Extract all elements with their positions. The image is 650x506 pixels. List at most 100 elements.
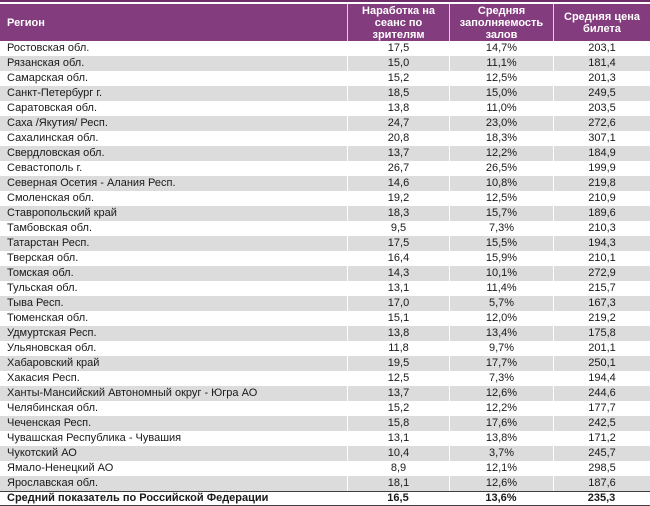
- cell-region: Тыва Респ.: [7, 297, 64, 309]
- table-row: Хакасия Респ. 12,5 7,3% 194,4: [0, 371, 650, 386]
- cell-price: 210,9: [553, 191, 650, 206]
- cell-region: Смоленская обл.: [7, 192, 95, 204]
- cell-occupancy: 23,0%: [449, 116, 553, 131]
- cell-occupancy: 12,2%: [449, 401, 553, 416]
- cell-region: Северная Осетия - Алания Респ.: [7, 177, 176, 189]
- cell-occupancy: 10,8%: [449, 176, 553, 191]
- cell-sessions: 15,8: [347, 416, 449, 431]
- cell-region: Чеченская Респ.: [7, 417, 92, 429]
- table-row: Чувашская Республика - Чувашия 13,1 13,8% 1…: [0, 431, 650, 446]
- cell-sessions: 8,9: [347, 461, 449, 476]
- cell-region: Удмуртская Респ.: [7, 327, 97, 339]
- cell-sessions: 10,4: [347, 446, 449, 461]
- column-header-region: Регион: [7, 16, 45, 29]
- cell-price: 219,2: [553, 311, 650, 326]
- cell-sessions: 11,8: [347, 341, 449, 356]
- cell-region: Ярославская обл.: [7, 477, 99, 489]
- cell-price: 199,9: [553, 161, 650, 176]
- cell-occupancy: 18,3%: [449, 131, 553, 146]
- cell-occupancy: 15,5%: [449, 236, 553, 251]
- cell-price: 244,6: [553, 386, 650, 401]
- cell-region: Свердловская обл.: [7, 147, 105, 159]
- cell-region: Тюменская обл.: [7, 312, 89, 324]
- cell-sessions: 18,5: [347, 86, 449, 101]
- cell-occupancy: 17,7%: [449, 356, 553, 371]
- cell-region: Сахалинская обл.: [7, 132, 99, 144]
- cell-occupancy: 12,5%: [449, 191, 553, 206]
- cell-occupancy: 5,7%: [449, 296, 553, 311]
- cell-price: 194,3: [553, 236, 650, 251]
- cell-price: 250,1: [553, 356, 650, 371]
- cell-sessions: 16,4: [347, 251, 449, 266]
- table-row: Ханты-Мансийский Автономный округ - Югра…: [0, 386, 650, 401]
- cell-region: Ставропольский край: [7, 207, 117, 219]
- cell-region: Чувашская Республика - Чувашия: [7, 432, 182, 444]
- cell-sessions: 9,5: [347, 221, 449, 236]
- table-row: Севастополь г. 26,7 26,5% 199,9: [0, 161, 650, 176]
- cell-sessions: 18,3: [347, 206, 449, 221]
- cell-occupancy: 10,1%: [449, 266, 553, 281]
- cell-price: 177,7: [553, 401, 650, 416]
- cell-sessions: 20,8: [347, 131, 449, 146]
- cell-price: 203,1: [553, 41, 650, 56]
- cell-price: 189,6: [553, 206, 650, 221]
- table-row: Самарская обл. 15,2 12,5% 201,3: [0, 71, 650, 86]
- cell-price: 272,9: [553, 266, 650, 281]
- cell-price: 171,2: [553, 431, 650, 446]
- cell-sessions: 13,8: [347, 326, 449, 341]
- cell-sessions: 14,3: [347, 266, 449, 281]
- cell-sessions: 13,1: [347, 431, 449, 446]
- cell-region: Хабаровский край: [7, 357, 100, 369]
- column-header-sessions-per-viewer: Наработка на сеанс по зрителям: [347, 4, 449, 41]
- cell-occupancy: 15,0%: [449, 86, 553, 101]
- table-row: Чукотский АО 10,4 3,7% 245,7: [0, 446, 650, 461]
- cell-sessions: 14,6: [347, 176, 449, 191]
- cell-price: 210,3: [553, 221, 650, 236]
- table-row: Томская обл. 14,3 10,1% 272,9: [0, 266, 650, 281]
- table-top-gap: [0, 2, 650, 4]
- cell-occupancy: 12,0%: [449, 311, 553, 326]
- total-occupancy-value: 13,6%: [485, 492, 517, 504]
- cell-occupancy: 15,7%: [449, 206, 553, 221]
- cell-occupancy: 12,6%: [449, 386, 553, 401]
- cell-occupancy: 17,6%: [449, 416, 553, 431]
- cell-region: Ульяновская обл.: [7, 342, 97, 354]
- column-header-occupancy: Средняя заполняемость залов: [449, 4, 553, 41]
- cell-occupancy: 12,2%: [449, 146, 553, 161]
- table-row: Смоленская обл. 19,2 12,5% 210,9: [0, 191, 650, 206]
- table-row: Саратовская обл. 13,8 11,0% 203,5: [0, 101, 650, 116]
- table-row: Ямало-Ненецкий АО 8,9 12,1% 298,5: [0, 461, 650, 476]
- table-total-row: Средний показатель по Российской Федерац…: [0, 491, 650, 506]
- cell-price: 201,3: [553, 71, 650, 86]
- cell-price: 210,1: [553, 251, 650, 266]
- total-price-value: 235,3: [587, 492, 616, 504]
- table-row: Сахалинская обл. 20,8 18,3% 307,1: [0, 131, 650, 146]
- table-row: Саха /Якутия/ Респ. 24,7 23,0% 272,6: [0, 116, 650, 131]
- cell-occupancy: 13,8%: [449, 431, 553, 446]
- table-row: Тульская обл. 13,1 11,4% 215,7: [0, 281, 650, 296]
- table-row: Северная Осетия - Алания Респ. 14,6 10,8% 2…: [0, 176, 650, 191]
- cell-region: Чукотский АО: [7, 447, 77, 459]
- cell-occupancy: 7,3%: [449, 221, 553, 236]
- table-row: Татарстан Респ. 17,5 15,5% 194,3: [0, 236, 650, 251]
- cell-occupancy: 26,5%: [449, 161, 553, 176]
- cell-occupancy: 12,6%: [449, 476, 553, 491]
- cell-occupancy: 14,7%: [449, 41, 553, 56]
- cell-sessions: 13,7: [347, 146, 449, 161]
- cell-price: 215,7: [553, 281, 650, 296]
- cell-price: 203,5: [553, 101, 650, 116]
- cell-price: 175,8: [553, 326, 650, 341]
- cell-price: 272,6: [553, 116, 650, 131]
- cell-occupancy: 13,4%: [449, 326, 553, 341]
- cell-region: Саратовская обл.: [7, 102, 98, 114]
- cell-price: 307,1: [553, 131, 650, 146]
- cell-region: Самарская обл.: [7, 72, 89, 84]
- cell-region: Татарстан Респ.: [7, 237, 90, 249]
- cell-region: Санкт-Петербург г.: [7, 87, 103, 99]
- cell-price: 219,8: [553, 176, 650, 191]
- table-row: Свердловская обл. 13,7 12,2% 184,9: [0, 146, 650, 161]
- table-body: Ростовская обл. 17,5 14,7% 203,1 Рязанская о…: [0, 41, 650, 491]
- cell-sessions: 13,7: [347, 386, 449, 401]
- table-row: Чеченская Респ. 15,8 17,6% 242,5: [0, 416, 650, 431]
